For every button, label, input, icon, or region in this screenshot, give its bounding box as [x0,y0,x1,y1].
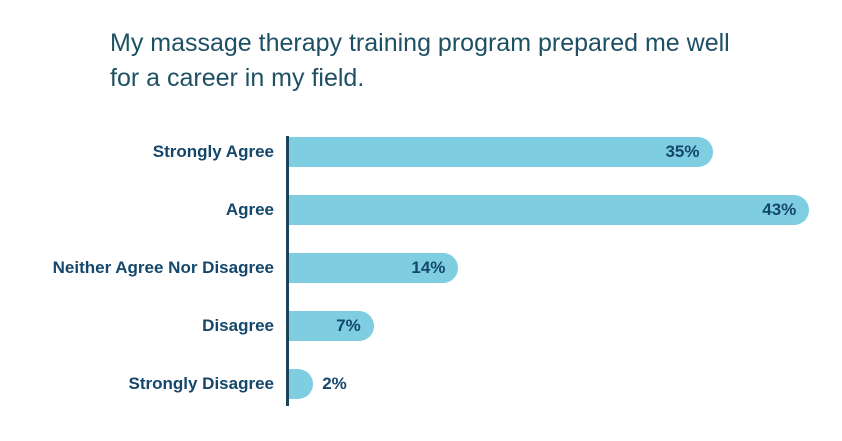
bar: 7% [289,311,374,341]
category-label: Strongly Disagree [128,374,275,393]
bar: 43% [289,195,810,225]
bar: 35% [289,137,713,167]
value-label: 35% [665,142,700,161]
category-label: Agree [225,200,274,219]
bar-row-neither-agree-nor-disagree: Neither Agree Nor Disagree 14% [0,239,842,297]
bar: 14% [289,253,459,283]
bar-row-agree: Agree 43% [0,181,842,239]
bar-chart: Strongly Agree 35% Agree 43% Neither Agr… [0,123,842,423]
category-label: Strongly Agree [152,142,274,161]
chart-title: My massage therapy training program prep… [110,29,730,92]
bar: 2% [289,369,347,399]
category-label: Disagree [202,316,274,335]
value-label: 2% [322,374,347,393]
y-axis-line [286,136,289,406]
category-label: Neither Agree Nor Disagree [52,258,274,277]
bar-row-strongly-disagree: Strongly Disagree 2% [0,355,842,413]
bar-row-strongly-agree: Strongly Agree 35% [0,123,842,181]
value-label: 14% [411,258,446,277]
value-label: 7% [336,316,361,335]
bar-row-disagree: Disagree 7% [0,297,842,355]
value-label: 43% [762,200,797,219]
